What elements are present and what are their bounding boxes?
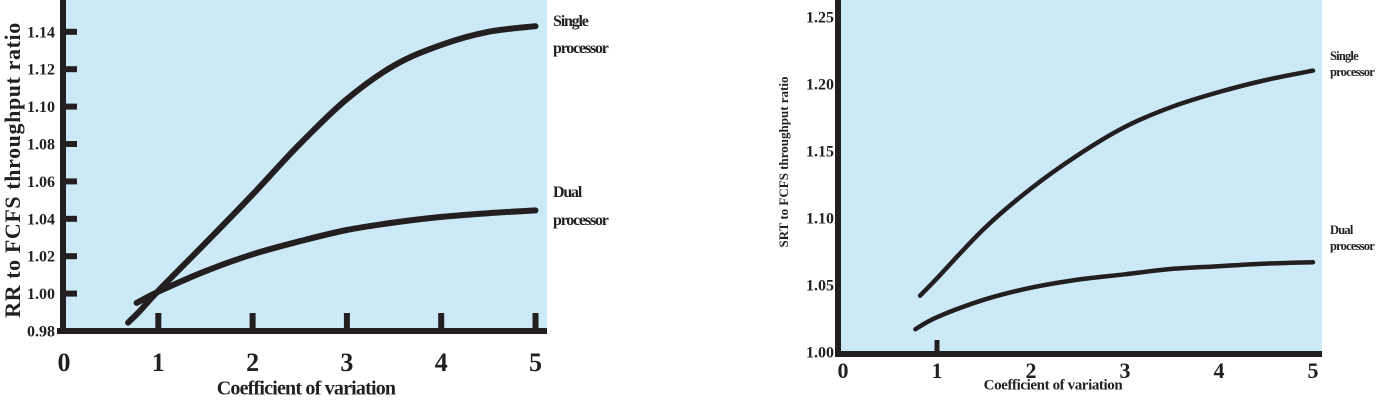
srt-y-tick-label: 1.20: [806, 77, 834, 94]
rr-y-tick: [66, 178, 77, 185]
rr-curve-dual-processor: [133, 207, 539, 306]
legend-line: Dual: [1330, 223, 1353, 237]
srt-x-tick: [934, 340, 940, 351]
rr-y-axis-title: RR to FCFS throughput ratio: [0, 22, 25, 318]
rr-y-axis: [60, 0, 66, 334]
rr-y-tick-label: 1.10: [27, 99, 55, 116]
legend-line: Single: [1330, 49, 1359, 63]
rr-x-tick: [343, 313, 350, 328]
rr-x-axis: [57, 328, 547, 334]
srt-x-axis-title: Coefficient of variation: [983, 377, 1123, 394]
legend-line: processor: [1330, 238, 1375, 253]
legend-line: Single: [553, 13, 589, 30]
rr-y-tick: [66, 103, 77, 110]
srt-x-tick-label: 1: [932, 358, 943, 383]
rr-y-tick-label: 1.02: [27, 249, 55, 266]
rr-x-tick-label: 0: [58, 348, 71, 377]
rr-x-tick-label: 4: [435, 348, 448, 377]
srt-curve-dual-processor: [913, 259, 1316, 332]
srt-x-axis: [835, 351, 1322, 357]
srt-legend-dual-processor: Dual processor: [1330, 223, 1375, 254]
rr-x-tick: [532, 313, 539, 328]
srt-y-tick-label: 1.25: [806, 10, 834, 27]
rr-legend-dual-processor: Dual processor: [553, 179, 609, 235]
rr-y-tick: [66, 66, 77, 73]
legend-line: Dual: [553, 184, 582, 201]
rr-y-tick-label: 1.12: [27, 62, 55, 79]
rr-x-axis-title: Coefficient of variation: [216, 377, 396, 400]
srt-y-tick-label: 1.15: [806, 144, 834, 161]
rr-x-tick-label: 3: [340, 348, 353, 377]
rr-x-tick-label: 5: [529, 348, 542, 377]
srt-curve-single-processor: [917, 68, 1316, 298]
srt-y-tick-label: 1.10: [806, 211, 834, 228]
srt-x-tick-label: 2: [1026, 358, 1037, 383]
legend-line: processor: [553, 212, 609, 229]
srt-x-tick-label: 4: [1214, 358, 1225, 383]
rr-x-tick-label: 1: [152, 348, 165, 377]
legend-line: processor: [1330, 64, 1375, 79]
rr-y-tick: [66, 141, 77, 147]
srt-y-axis: [835, 0, 841, 357]
srt-x-tick-label: 5: [1308, 358, 1319, 383]
rr-y-tick-label: 1.14: [27, 24, 55, 41]
rr-x-tick: [249, 313, 256, 328]
srt-y-axis-title: SRT to FCFS throughput ratio: [776, 76, 791, 248]
rr-y-tick-label: 0.98: [27, 324, 55, 341]
srt-x-tick-label: 3: [1120, 358, 1131, 383]
rr-x-tick: [155, 313, 162, 328]
rr-y-tick-label: 1.04: [27, 211, 55, 228]
rr-y-tick: [66, 28, 77, 35]
legend-line: processor: [553, 40, 609, 57]
rr-plot-background: [66, 0, 547, 328]
rr-x-tick-label: 2: [246, 348, 259, 377]
rr-y-tick: [66, 253, 77, 260]
rr-y-tick: [66, 215, 77, 222]
rr-legend-single-processor: Single processor: [553, 8, 609, 62]
srt-x-tick-label: 0: [838, 358, 849, 383]
rr-y-tick-label: 1.08: [27, 137, 55, 154]
srt-y-tick-label: 1.05: [806, 278, 834, 295]
srt-legend-single-processor: Single processor: [1330, 49, 1375, 80]
rr-y-tick: [66, 290, 77, 297]
rr-x-tick: [438, 313, 445, 328]
srt-y-tick-label: 1.00: [806, 345, 834, 362]
rr-y-tick-label: 1.06: [27, 174, 55, 191]
srt-plot-background: [841, 0, 1322, 351]
rr-y-tick-label: 1.00: [27, 286, 55, 303]
